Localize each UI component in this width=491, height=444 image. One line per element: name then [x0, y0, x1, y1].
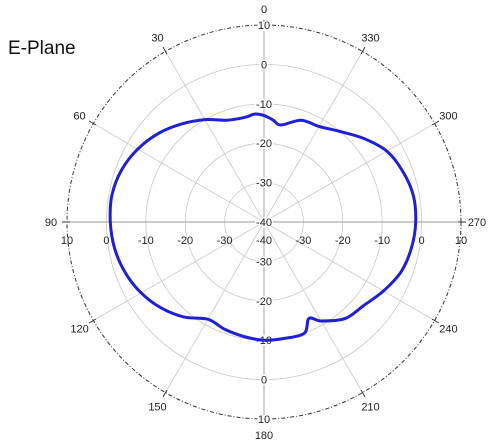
radial-tick-label: -40 — [256, 235, 272, 247]
outer-tick — [162, 389, 168, 398]
radial-tick-label: 10 — [258, 20, 270, 32]
angle-label: 330 — [361, 33, 379, 45]
outer-tick — [162, 46, 168, 55]
radial-tick-label: 10 — [455, 235, 467, 247]
angle-label: 120 — [70, 324, 88, 336]
grid-spoke — [165, 221, 265, 393]
angle-label: 0 — [261, 4, 267, 16]
radial-tick-labels: 10 0 -10 -20 -30 -40 -30 -20 -10 0 10 10 0 -10 -20 -30 -… — [61, 19, 467, 428]
radial-tick-label: 10 — [258, 414, 270, 426]
grid-spoke — [263, 221, 363, 393]
radial-tick-label: 0 — [103, 235, 109, 247]
radial-tick-label: -30 — [295, 235, 311, 247]
angle-label: 210 — [361, 401, 379, 413]
radial-tick-label: 0 — [261, 59, 267, 71]
outer-tick — [431, 120, 440, 126]
radial-tick-label: -20 — [177, 235, 193, 247]
angle-label: 240 — [439, 324, 457, 336]
outer-tick — [88, 120, 97, 126]
outer-tick — [360, 389, 366, 398]
angle-label: 270 — [468, 217, 486, 229]
radial-tick-label: -20 — [256, 296, 272, 308]
radial-tick-label: -10 — [256, 99, 272, 111]
radial-tick-label: -10 — [138, 235, 154, 247]
radial-tick-label: -30 — [217, 235, 233, 247]
outer-tick — [360, 46, 366, 55]
radial-tick-label: -30 — [256, 178, 272, 190]
chart-title: E-Plane — [8, 38, 76, 59]
angle-label: 90 — [45, 217, 57, 229]
angle-label: 180 — [255, 430, 273, 442]
radial-tick-label: -20 — [335, 235, 351, 247]
radial-tick-label: -10 — [374, 235, 390, 247]
grid-spoke — [263, 51, 363, 223]
angle-label: 300 — [439, 111, 457, 123]
radial-tick-label: 0 — [419, 235, 425, 247]
angle-labels: 0 30 60 90 120 150 180 210 240 270 300 330 — [45, 4, 486, 442]
polar-grid — [62, 20, 466, 424]
radial-tick-label: 10 — [61, 235, 73, 247]
outer-tick — [431, 318, 440, 324]
angle-label: 60 — [73, 111, 85, 123]
angle-label: 30 — [151, 33, 163, 45]
grid-spoke — [263, 221, 435, 321]
series-line — [108, 112, 418, 342]
grid-spoke — [93, 221, 265, 321]
radial-tick-label: -40 — [256, 217, 272, 229]
radial-tick-label: 0 — [261, 375, 267, 387]
grid-spoke — [165, 51, 265, 223]
radial-tick-label: -20 — [256, 138, 272, 150]
grid-spoke — [263, 123, 435, 223]
data-series — [108, 112, 418, 342]
outer-tick — [88, 318, 97, 324]
radial-tick-label: -30 — [256, 256, 272, 268]
grid-spoke — [93, 123, 265, 223]
angle-label: 150 — [148, 401, 166, 413]
